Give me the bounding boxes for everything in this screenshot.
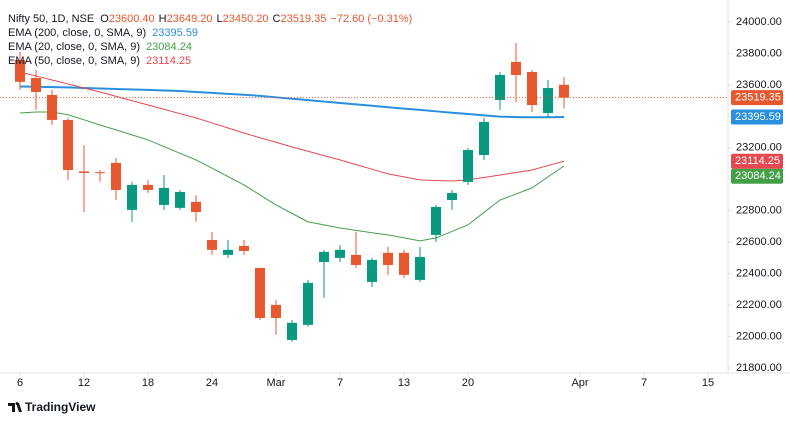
chart-title: Nifty 50, 1D, NSE	[8, 13, 94, 25]
candle-body	[335, 249, 345, 258]
candle-body	[15, 60, 25, 82]
candle-body	[271, 304, 281, 318]
candle-body	[79, 171, 89, 173]
y-tick-label: 22000.00	[736, 330, 782, 342]
legend-entry: EMA (50, close, 0, SMA, 9) 23114.25	[8, 55, 191, 67]
price-tag-label: 23395.59	[735, 111, 781, 123]
legend-name: EMA (50, close, 0, SMA, 9)	[8, 55, 140, 67]
candle-body	[431, 206, 441, 235]
change: −72.60 (−0.31%)	[330, 13, 412, 25]
candle-body	[127, 184, 137, 210]
y-tick-label: 23800.00	[736, 47, 782, 59]
candle-body	[223, 249, 233, 255]
x-tick-label: 18	[142, 377, 154, 389]
x-tick-label: 15	[702, 377, 714, 389]
price-tag-label: 23114.25	[735, 155, 780, 167]
candle-body	[319, 251, 329, 262]
candle-body	[383, 252, 393, 265]
header: Nifty 50, 1D, NSE O23600.40 H23649.20 L2345…	[8, 13, 412, 25]
candle-body	[447, 192, 457, 201]
candle-body	[495, 74, 505, 100]
x-tick-label: 24	[206, 377, 218, 389]
candle-body	[255, 267, 265, 318]
candle-body	[543, 88, 553, 114]
candle-body	[287, 322, 297, 340]
x-tick-label: 7	[641, 377, 647, 389]
candle-body	[111, 162, 121, 190]
y-tick-label: 21800.00	[736, 362, 782, 374]
y-tick-label: 23200.00	[736, 142, 782, 154]
candle-body	[63, 119, 73, 170]
candle-body	[463, 149, 473, 182]
legend-value: 23114.25	[146, 55, 191, 67]
y-tick-label: 23600.00	[736, 79, 782, 91]
ohlc-key: L	[217, 13, 223, 25]
price-tag	[731, 90, 783, 106]
candle-body	[47, 94, 57, 120]
price-tag-label: 23084.24	[735, 170, 781, 182]
ohlc-key: C	[273, 13, 281, 25]
price-tag	[731, 168, 783, 184]
x-tick-label: 20	[462, 377, 474, 389]
x-tick-label: Mar	[267, 377, 286, 389]
brand-logo: TradingView	[8, 400, 96, 414]
y-tick-label: 22400.00	[736, 268, 782, 280]
candle-body	[159, 187, 169, 205]
x-tick-label: 7	[337, 377, 343, 389]
ohlc-key: H	[159, 13, 167, 25]
x-tick-label: Apr	[571, 377, 588, 389]
ema-line	[19, 111, 565, 242]
legend-entry: EMA (20, close, 0, SMA, 9) 23084.24	[8, 41, 192, 53]
candle-body	[239, 245, 249, 251]
ohlc-value: 23649.20	[167, 13, 213, 25]
candle-body	[31, 77, 41, 92]
price-tag-label: 23519.35	[735, 91, 781, 103]
legend-name: EMA (200, close, 0, SMA, 9)	[8, 27, 146, 39]
logo-icon	[8, 401, 22, 412]
candle-body	[559, 84, 569, 98]
legend-value: 23084.24	[146, 41, 192, 53]
legend-entry: EMA (200, close, 0, SMA, 9) 23395.59	[8, 27, 198, 39]
candle-body	[95, 172, 105, 174]
y-tick-label: 22800.00	[736, 205, 782, 217]
candle-body	[303, 282, 313, 325]
y-tick-label: 24000.00	[736, 16, 782, 28]
ema-line	[19, 85, 565, 119]
candle-body	[511, 61, 521, 75]
x-tick-label: 13	[398, 377, 410, 389]
candle-body	[479, 122, 489, 156]
candle-body	[399, 252, 409, 275]
price-tag	[731, 109, 783, 125]
candle-body	[351, 254, 361, 265]
price-tag	[731, 153, 783, 169]
candle-body	[415, 256, 425, 280]
y-tick-label: 22600.00	[736, 236, 782, 248]
y-tick-label: 22200.00	[736, 299, 782, 311]
ema-line	[19, 71, 565, 182]
x-tick-label: 12	[78, 377, 90, 389]
legend-name: EMA (20, close, 0, SMA, 9)	[8, 41, 140, 53]
candle-body	[367, 259, 377, 282]
ohlc-value: 23450.20	[223, 13, 269, 25]
ohlc-key: O	[100, 13, 109, 25]
brand-name: TradingView	[25, 400, 96, 414]
legend-value: 23395.59	[152, 27, 198, 39]
candle-body	[175, 191, 185, 208]
candle-body	[207, 239, 217, 250]
candle-body	[143, 184, 153, 190]
candle-body	[527, 71, 537, 106]
candle-body	[191, 201, 201, 212]
ohlc-value: 23519.35	[280, 13, 326, 25]
ohlc-value: 23600.40	[109, 13, 155, 25]
x-tick-label: 6	[17, 377, 23, 389]
